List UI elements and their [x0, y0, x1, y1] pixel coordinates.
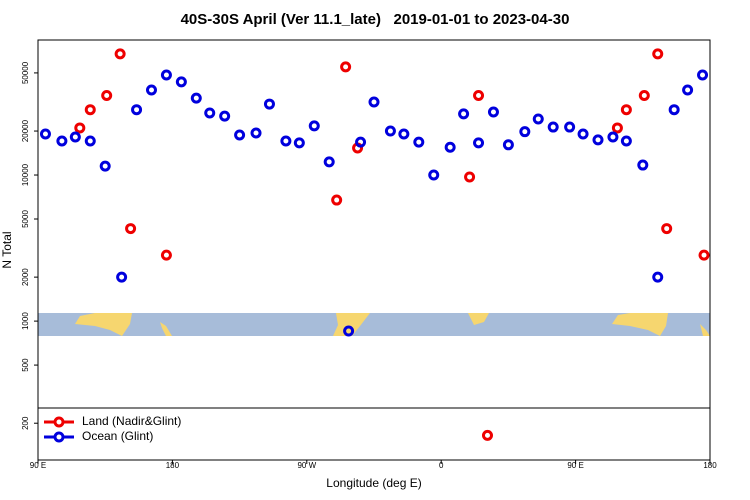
data-point: [114, 48, 126, 60]
data-point: [280, 135, 292, 147]
data-point: [74, 122, 86, 134]
land-shape: [612, 313, 668, 336]
y-tick-label: 20000: [21, 119, 30, 142]
ocean-band: [38, 313, 710, 336]
data-point: [661, 223, 673, 235]
data-point: [84, 135, 96, 147]
data-point: [481, 429, 493, 441]
data-point: [458, 108, 470, 120]
legend-marker: [53, 431, 65, 443]
x-tick-label: 180: [703, 461, 717, 470]
data-point: [323, 156, 335, 168]
y-tick-label: 50000: [21, 61, 30, 84]
data-point: [99, 160, 111, 172]
data-point: [160, 69, 172, 81]
land-shape: [468, 313, 489, 325]
data-point: [682, 84, 694, 96]
legend-label: Land (Nadir&Glint): [82, 414, 181, 428]
data-point: [620, 104, 632, 116]
land-shape: [700, 324, 710, 336]
data-point: [607, 131, 619, 143]
data-point: [69, 131, 81, 143]
data-point: [234, 129, 246, 141]
data-point: [355, 136, 367, 148]
data-point: [331, 194, 343, 206]
data-point: [368, 96, 380, 108]
x-axis-label: Longitude (deg E): [326, 476, 421, 490]
data-point: [250, 127, 262, 139]
land-shape: [75, 313, 132, 336]
data-point: [219, 110, 231, 122]
map-strip: [38, 313, 710, 336]
data-point: [592, 134, 604, 146]
data-point: [343, 325, 355, 337]
data-point: [473, 137, 485, 149]
data-point: [444, 141, 456, 153]
data-point: [577, 128, 589, 140]
data-point: [668, 104, 680, 116]
data-point: [384, 125, 396, 137]
data-point: [398, 128, 410, 140]
x-tick-label: 90 W: [297, 461, 316, 470]
data-point: [116, 271, 128, 283]
x-tick-label: 180: [166, 461, 180, 470]
data-point: [39, 128, 51, 140]
data-point: [637, 159, 649, 171]
data-point: [502, 139, 514, 151]
data-point: [101, 90, 113, 102]
y-axis-label: N Total: [0, 231, 14, 268]
data-point: [652, 48, 664, 60]
data-point: [175, 76, 187, 88]
land-shape: [160, 322, 172, 336]
data-point: [620, 135, 632, 147]
data-point: [487, 106, 499, 118]
data-point: [519, 126, 531, 138]
data-point: [611, 122, 623, 134]
y-tick-label: 1000: [21, 312, 30, 330]
data-point: [464, 171, 476, 183]
data-point: [308, 120, 320, 132]
y-tick-label: 2000: [21, 268, 30, 286]
data-point: [532, 113, 544, 125]
x-tick-label: 90 E: [567, 461, 583, 470]
data-point: [190, 92, 202, 104]
x-tick-label: 0: [439, 461, 444, 470]
chart-title: 40S-30S April (Ver 11.1_late) 2019-01-01…: [181, 11, 570, 28]
x-tick-label: 90 E: [30, 461, 46, 470]
data-point: [160, 249, 172, 261]
data-point: [145, 84, 157, 96]
data-point: [638, 90, 650, 102]
data-point: [293, 137, 305, 149]
y-tick-label: 5000: [21, 210, 30, 228]
data-point: [131, 104, 143, 116]
data-point: [473, 90, 485, 102]
legend-marker: [53, 416, 65, 428]
data-point: [56, 135, 68, 147]
data-point: [564, 121, 576, 133]
y-tick-label: 200: [21, 416, 30, 430]
data-point: [125, 223, 137, 235]
data-point: [340, 61, 352, 73]
data-point: [263, 98, 275, 110]
data-point: [698, 249, 710, 261]
data-point: [697, 69, 709, 81]
y-tick-label: 10000: [21, 163, 30, 186]
y-tick-label: 500: [21, 358, 30, 372]
data-point: [652, 271, 664, 283]
data-point: [84, 104, 96, 116]
data-point: [204, 107, 216, 119]
data-point: [413, 136, 425, 148]
data-point: [547, 121, 559, 133]
legend-label: Ocean (Glint): [82, 429, 153, 443]
land-shape: [333, 313, 370, 336]
plot-frame: [37, 39, 711, 461]
data-point: [428, 169, 440, 181]
